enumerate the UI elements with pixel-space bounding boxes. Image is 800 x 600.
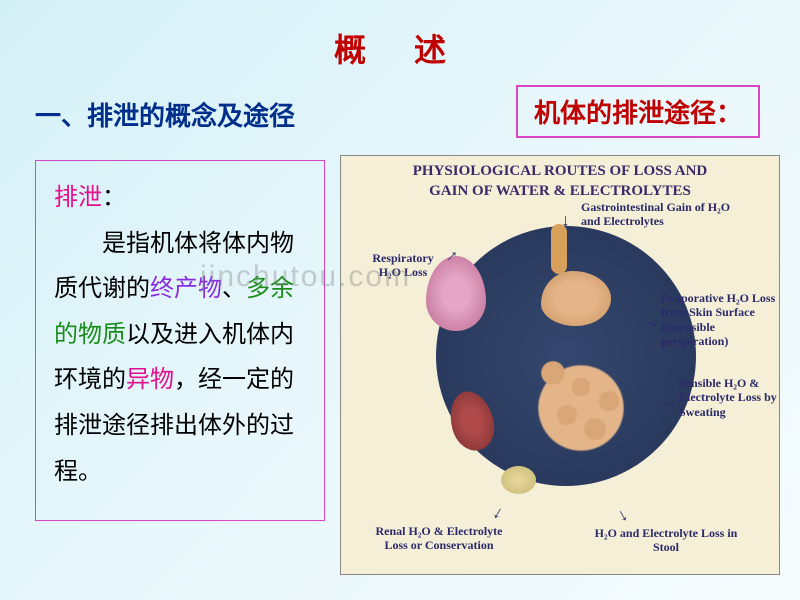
- intestine-icon: [511, 331, 651, 471]
- label-evaporative: Evaporative H₂O Loss from Skin Surface (…: [661, 291, 776, 349]
- bladder-icon: [501, 466, 536, 494]
- def-end-product: 终产物: [150, 276, 222, 302]
- route-box: 机体的排泄途径：: [516, 85, 760, 138]
- fig-title-line2: GAIN OF WATER & ELECTROLYTES: [429, 183, 691, 199]
- physiology-figure: PHYSIOLOGICAL ROUTES OF LOSS AND GAIN OF…: [340, 155, 780, 575]
- label-stool: H₂O and Electrolyte Loss in Stool: [591, 526, 741, 555]
- def-foreign: 异物: [126, 367, 174, 393]
- main-title: 概 述: [0, 0, 800, 71]
- esophagus-icon: [551, 224, 567, 274]
- label-respiratory: Respiratory H₂O Loss: [363, 251, 443, 280]
- def-body: 是指机体将体内物质代谢的终产物、多余的物质以及进入机体内环境的异物，经一定的排泄…: [54, 222, 306, 496]
- arrow-icon: →: [558, 213, 579, 231]
- def-term: 排泄: [54, 185, 102, 211]
- definition-box: 排泄： 是指机体将体内物质代谢的终产物、多余的物质以及进入机体内环境的异物，经一…: [35, 160, 325, 521]
- figure-title: PHYSIOLOGICAL ROUTES OF LOSS AND GAIN OF…: [341, 156, 779, 201]
- fig-title-line1: PHYSIOLOGICAL ROUTES OF LOSS AND: [413, 163, 708, 179]
- def-sep1: 、: [222, 276, 246, 302]
- label-gi: Gastrointestinal Gain of H₂O and Electro…: [581, 200, 741, 229]
- def-colon: ：: [102, 185, 126, 211]
- label-sweat: Sensible H₂O & Electrolyte Loss by Sweat…: [679, 376, 779, 419]
- arrow-icon: →: [611, 501, 638, 527]
- label-renal: Renal H₂O & Electrolyte Loss or Conserva…: [369, 524, 509, 553]
- stomach-icon: [541, 271, 611, 326]
